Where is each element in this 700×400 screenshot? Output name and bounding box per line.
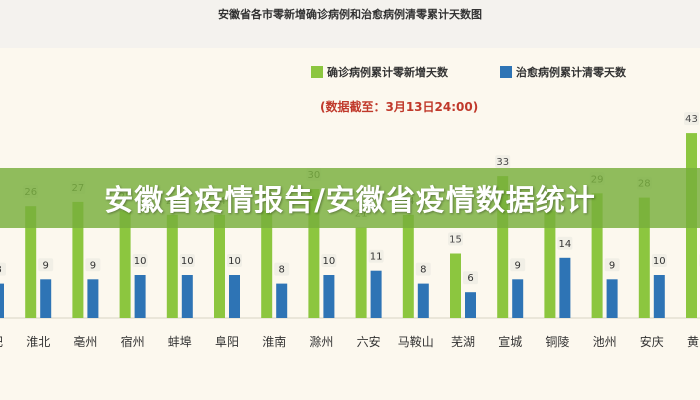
- label-box-confirmed-10: [448, 232, 463, 246]
- bar-cured-7: [323, 275, 335, 318]
- legend-label-cured: 治愈病例累计清零天数: [516, 65, 627, 79]
- category-label-11: 宣城: [498, 334, 522, 349]
- value-label-cured-1: 9: [43, 260, 49, 271]
- bar-confirmed-13: [591, 193, 603, 318]
- category-label-8: 六安: [357, 334, 381, 349]
- value-label-cured-3: 10: [134, 256, 147, 267]
- category-label-5: 阜阳: [215, 335, 239, 349]
- category-label-13: 池州: [593, 335, 617, 349]
- bar-cured-12: [559, 257, 571, 318]
- category-label-0: 合肥: [0, 334, 3, 349]
- bar-cured-6: [276, 283, 288, 318]
- label-box-cured-11: [510, 258, 526, 272]
- category-label-7: 滁州: [309, 334, 333, 349]
- bar-confirmed-10: [450, 253, 461, 318]
- category-label-3: 宿州: [121, 334, 145, 349]
- bar-confirmed-2: [72, 201, 84, 318]
- bar-cured-14: [653, 275, 665, 318]
- bar-confirmed-7: [308, 189, 320, 318]
- bar-cured-4: [181, 275, 193, 318]
- value-label-cured-7: 10: [323, 256, 336, 267]
- label-box-cured-4: [179, 254, 195, 267]
- label-box-cured-9: [415, 262, 431, 276]
- label-box-cured-6: [274, 262, 290, 276]
- value-label-cured-11: 9: [515, 260, 521, 271]
- category-label-1: 淮北: [26, 335, 50, 349]
- bar-confirmed-11: [497, 176, 509, 318]
- bar-cured-9: [417, 283, 429, 318]
- label-box-cured-8: [368, 249, 384, 263]
- value-label-confirmed-11: 33: [496, 157, 509, 168]
- value-label-cured-14: 10: [653, 256, 666, 267]
- headline-text: 安徽省疫情报告/安徽省疫情数据统计: [104, 183, 596, 217]
- bar-cured-3: [134, 275, 146, 318]
- category-label-6: 淮南: [262, 334, 286, 349]
- label-box-cured-10: [463, 271, 478, 285]
- bar-confirmed-14: [638, 197, 650, 318]
- legend-swatch-confirmed: [311, 66, 323, 78]
- legend-label-confirmed: 确诊病例累计零新增天数: [327, 65, 449, 79]
- label-box-cured-3: [132, 254, 148, 267]
- bar-confirmed-12: [544, 210, 556, 318]
- category-label-10: 芜湖: [451, 334, 475, 349]
- label-box-cured-2: [85, 258, 101, 272]
- category-label-2: 亳州: [73, 334, 97, 349]
- label-box-cured-14: [651, 254, 667, 267]
- bar-cured-11: [512, 279, 524, 318]
- bar-cured-0: [0, 283, 4, 318]
- value-label-cured-10: 6: [467, 273, 473, 284]
- category-label-12: 铜陵: [545, 334, 569, 349]
- value-label-cured-6: 8: [279, 265, 285, 276]
- label-box-cured-5: [227, 254, 242, 267]
- category-label-4: 蚌埠: [168, 335, 192, 349]
- bar-confirmed-3: [119, 210, 131, 318]
- value-label-cured-12: 14: [559, 239, 572, 250]
- value-label-cured-5: 10: [228, 256, 241, 267]
- chart-title: 安徽省各市零新增确诊病例和治愈病例清零累计天数图: [218, 8, 482, 21]
- bar-confirmed-1: [25, 206, 37, 318]
- bar-cured-10: [465, 292, 476, 318]
- category-label-15: 黄山: [687, 335, 700, 349]
- bar-cured-2: [87, 279, 99, 318]
- legend-swatch-cured: [500, 66, 512, 78]
- bar-confirmed-5: [214, 214, 225, 318]
- headline-banner: 安徽省疫情报告/安徽省疫情数据统计: [0, 168, 700, 228]
- bar-cured-1: [40, 279, 52, 318]
- label-box-confirmed-15: [684, 112, 699, 126]
- bar-confirmed-9: [402, 214, 414, 318]
- value-label-cured-2: 9: [90, 260, 96, 271]
- bar-confirmed-6: [261, 210, 273, 318]
- value-label-confirmed-15: 43: [685, 114, 698, 125]
- label-box-cured-0: [0, 262, 6, 276]
- category-label-14: 安庆: [640, 334, 664, 349]
- value-label-confirmed-10: 15: [449, 235, 462, 246]
- title-band: 安徽省各市零新增确诊病例和治愈病例清零累计天数图: [0, 0, 700, 48]
- value-label-cured-4: 10: [181, 256, 194, 267]
- label-box-cured-1: [38, 258, 54, 272]
- data-cutoff-note: (数据截至：3月13日24:00): [320, 99, 478, 114]
- label-box-cured-12: [557, 236, 573, 250]
- bar-cured-13: [606, 279, 618, 318]
- value-label-cured-0: 8: [0, 265, 2, 276]
- value-label-cured-8: 11: [370, 252, 383, 263]
- bar-confirmed-4: [166, 214, 178, 318]
- value-label-cured-9: 8: [420, 265, 426, 276]
- label-box-confirmed-11: [495, 155, 511, 169]
- bar-cured-5: [229, 275, 240, 318]
- label-box-cured-7: [321, 254, 337, 267]
- category-label-9: 马鞍山: [398, 334, 434, 349]
- value-label-cured-13: 9: [609, 260, 615, 271]
- label-box-cured-13: [604, 258, 620, 272]
- bar-confirmed-8: [355, 227, 367, 318]
- bar-cured-8: [370, 270, 382, 318]
